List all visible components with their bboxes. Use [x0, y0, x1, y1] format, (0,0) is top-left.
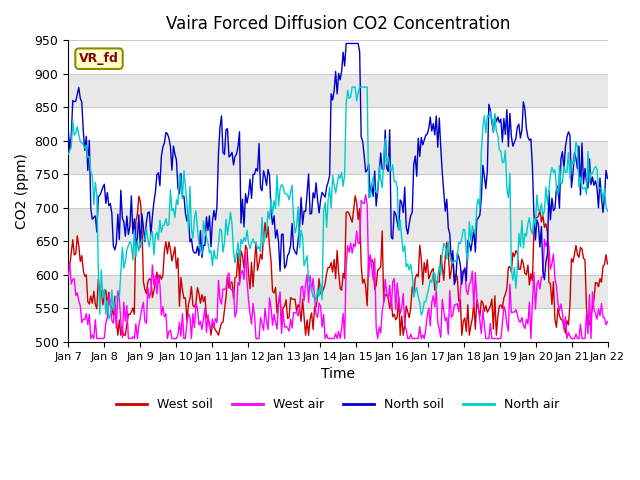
- North soil: [252, 166, 260, 171]
- North air: [301, 258, 309, 264]
- West air: [253, 336, 261, 341]
- North soil: [604, 176, 611, 181]
- North air: [577, 174, 584, 180]
- Bar: [68, 275, 607, 308]
- North air: [132, 254, 140, 260]
- North soil: [342, 41, 350, 47]
- North air: [244, 240, 252, 246]
- North air: [253, 246, 261, 252]
- West soil: [65, 261, 72, 267]
- North soil: [131, 216, 138, 222]
- North soil: [577, 192, 584, 198]
- North soil: [243, 200, 251, 206]
- West soil: [301, 332, 309, 338]
- North soil: [225, 154, 233, 160]
- West soil: [117, 332, 125, 338]
- Line: North air: North air: [68, 87, 607, 319]
- Bar: [68, 73, 607, 107]
- West air: [65, 274, 72, 279]
- North air: [105, 316, 113, 322]
- Bar: [68, 208, 607, 241]
- North air: [65, 152, 72, 157]
- West soil: [227, 280, 234, 286]
- West air: [227, 286, 234, 291]
- North soil: [451, 282, 458, 288]
- West air: [244, 298, 252, 303]
- North air: [604, 208, 611, 214]
- Line: West air: West air: [68, 195, 607, 338]
- West air: [362, 192, 369, 198]
- Y-axis label: CO2 (ppm): CO2 (ppm): [15, 153, 29, 229]
- West soil: [244, 271, 252, 277]
- Bar: [68, 141, 607, 174]
- West soil: [132, 218, 140, 224]
- North soil: [300, 208, 308, 214]
- Title: Vaira Forced Diffusion CO2 Concentration: Vaira Forced Diffusion CO2 Concentration: [166, 15, 510, 33]
- West air: [604, 319, 611, 324]
- West soil: [351, 193, 359, 199]
- West soil: [253, 267, 261, 273]
- West air: [301, 282, 309, 288]
- West soil: [604, 261, 611, 267]
- North air: [227, 209, 234, 215]
- West air: [132, 321, 140, 327]
- Line: North soil: North soil: [68, 44, 607, 285]
- X-axis label: Time: Time: [321, 367, 355, 381]
- West soil: [577, 245, 584, 251]
- West air: [87, 336, 95, 341]
- Line: West soil: West soil: [68, 196, 607, 335]
- West air: [577, 322, 584, 327]
- North soil: [65, 128, 72, 133]
- Text: VR_fd: VR_fd: [79, 52, 119, 65]
- Legend: West soil, West air, North soil, North air: West soil, West air, North soil, North a…: [111, 394, 564, 417]
- North air: [348, 84, 356, 90]
